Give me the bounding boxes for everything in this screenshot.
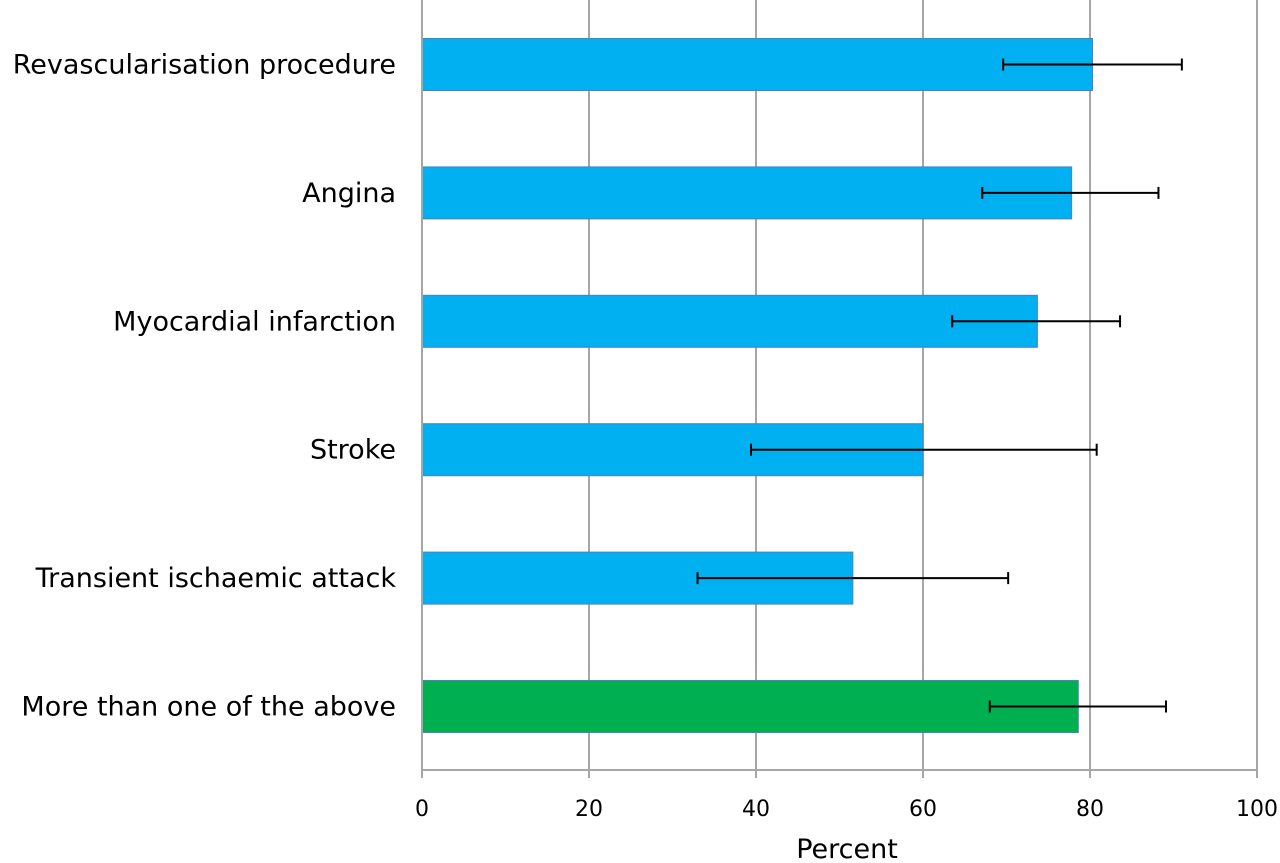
x-tick-label-20: 20 — [575, 797, 603, 822]
category-label-0: Revascularisation procedure — [13, 50, 396, 81]
error-bar-0 — [1002, 58, 1183, 71]
x-tick-label-60: 60 — [909, 797, 937, 822]
category-label-1: Angina — [302, 178, 396, 209]
x-tick-label-100: 100 — [1236, 797, 1278, 822]
error-bar-5 — [988, 700, 1167, 713]
error-bars — [696, 58, 1183, 713]
error-bar-2 — [951, 315, 1122, 328]
category-label-5: More than one of the above — [21, 692, 396, 723]
x-axis — [421, 0, 1258, 778]
x-tick-label-40: 40 — [742, 797, 770, 822]
category-label-4: Transient ischaemic attack — [35, 563, 397, 594]
x-tick-label-80: 80 — [1076, 797, 1104, 822]
gridlines — [588, 0, 1258, 770]
bar-5 — [421, 680, 1079, 733]
category-label-2: Myocardial infarction — [113, 306, 396, 337]
bar-1 — [421, 166, 1073, 220]
x-tick-label-0: 0 — [415, 797, 429, 822]
bar-2 — [421, 294, 1038, 348]
error-bar-1 — [981, 186, 1160, 199]
category-label-3: Stroke — [310, 435, 396, 466]
bar-0 — [421, 38, 1094, 91]
category-labels: Revascularisation procedure Angina Myocard… — [13, 50, 397, 723]
error-bar-4 — [696, 572, 1010, 585]
bars — [421, 38, 1094, 733]
x-axis-title: Percent — [796, 834, 898, 863]
x-tick-labels: 0 20 40 60 80 100 — [415, 797, 1278, 822]
error-bar-3 — [749, 443, 1098, 456]
